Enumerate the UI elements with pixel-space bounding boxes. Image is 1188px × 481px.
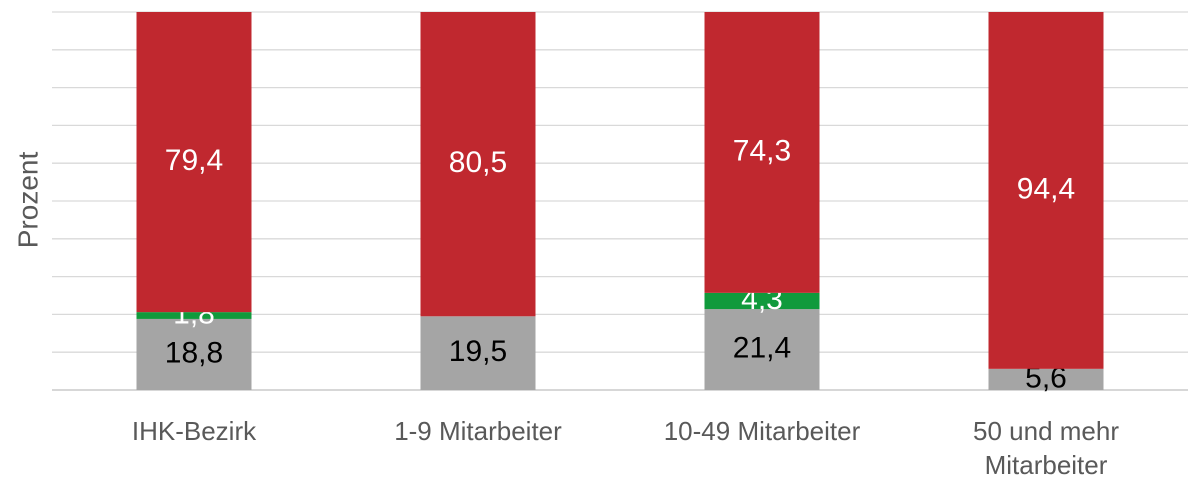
bar-segment [420, 12, 536, 317]
data-label: 21,4 [733, 331, 791, 364]
data-label: 19,5 [449, 335, 507, 368]
x-tick-label: IHK-Bezirk [131, 416, 257, 446]
bar-segment [988, 368, 1104, 390]
y-axis-label: Prozent [12, 152, 43, 249]
bar-segment [704, 292, 820, 310]
bar-segment [704, 309, 820, 390]
x-tick-label: 1-9 Mitarbeiter [394, 416, 562, 446]
x-tick-label: 10-49 Mitarbeiter [663, 416, 861, 446]
bar-segment [420, 316, 536, 390]
bar-segment [704, 12, 820, 293]
bar-segment [136, 312, 252, 319]
data-label: 94,4 [1017, 172, 1075, 205]
bar-segment [136, 12, 252, 313]
data-label: 18,8 [165, 336, 223, 369]
data-label: 79,4 [165, 144, 223, 177]
x-tick-label: 50 und mehr Mitarbeiter [973, 416, 1119, 480]
data-label: 74,3 [733, 134, 791, 167]
data-label: 80,5 [449, 146, 507, 179]
bar-segment [988, 12, 1104, 369]
bar-segment [136, 318, 252, 390]
